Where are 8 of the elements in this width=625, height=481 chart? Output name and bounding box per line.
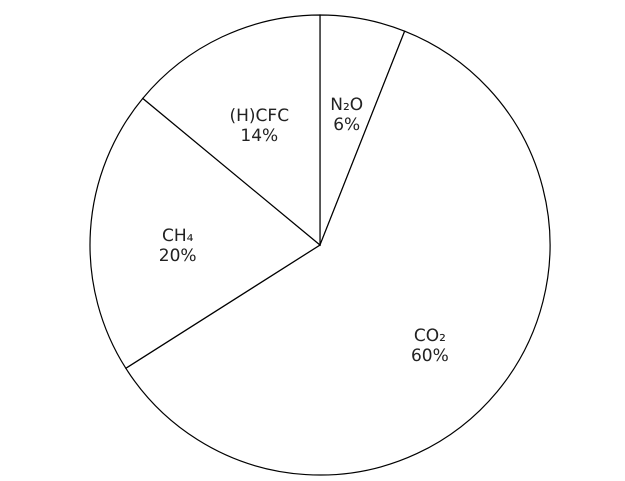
data-label: 6% — [333, 114, 360, 135]
slice-label: CO₂ — [414, 326, 446, 346]
data-label: 20% — [158, 246, 197, 266]
data-label: 60% — [410, 346, 449, 366]
data-label: 14% — [240, 126, 278, 146]
slice-label: (H)CFC — [229, 106, 290, 126]
slice-label: N₂O — [330, 94, 364, 115]
slice-label: CH₄ — [162, 226, 194, 246]
